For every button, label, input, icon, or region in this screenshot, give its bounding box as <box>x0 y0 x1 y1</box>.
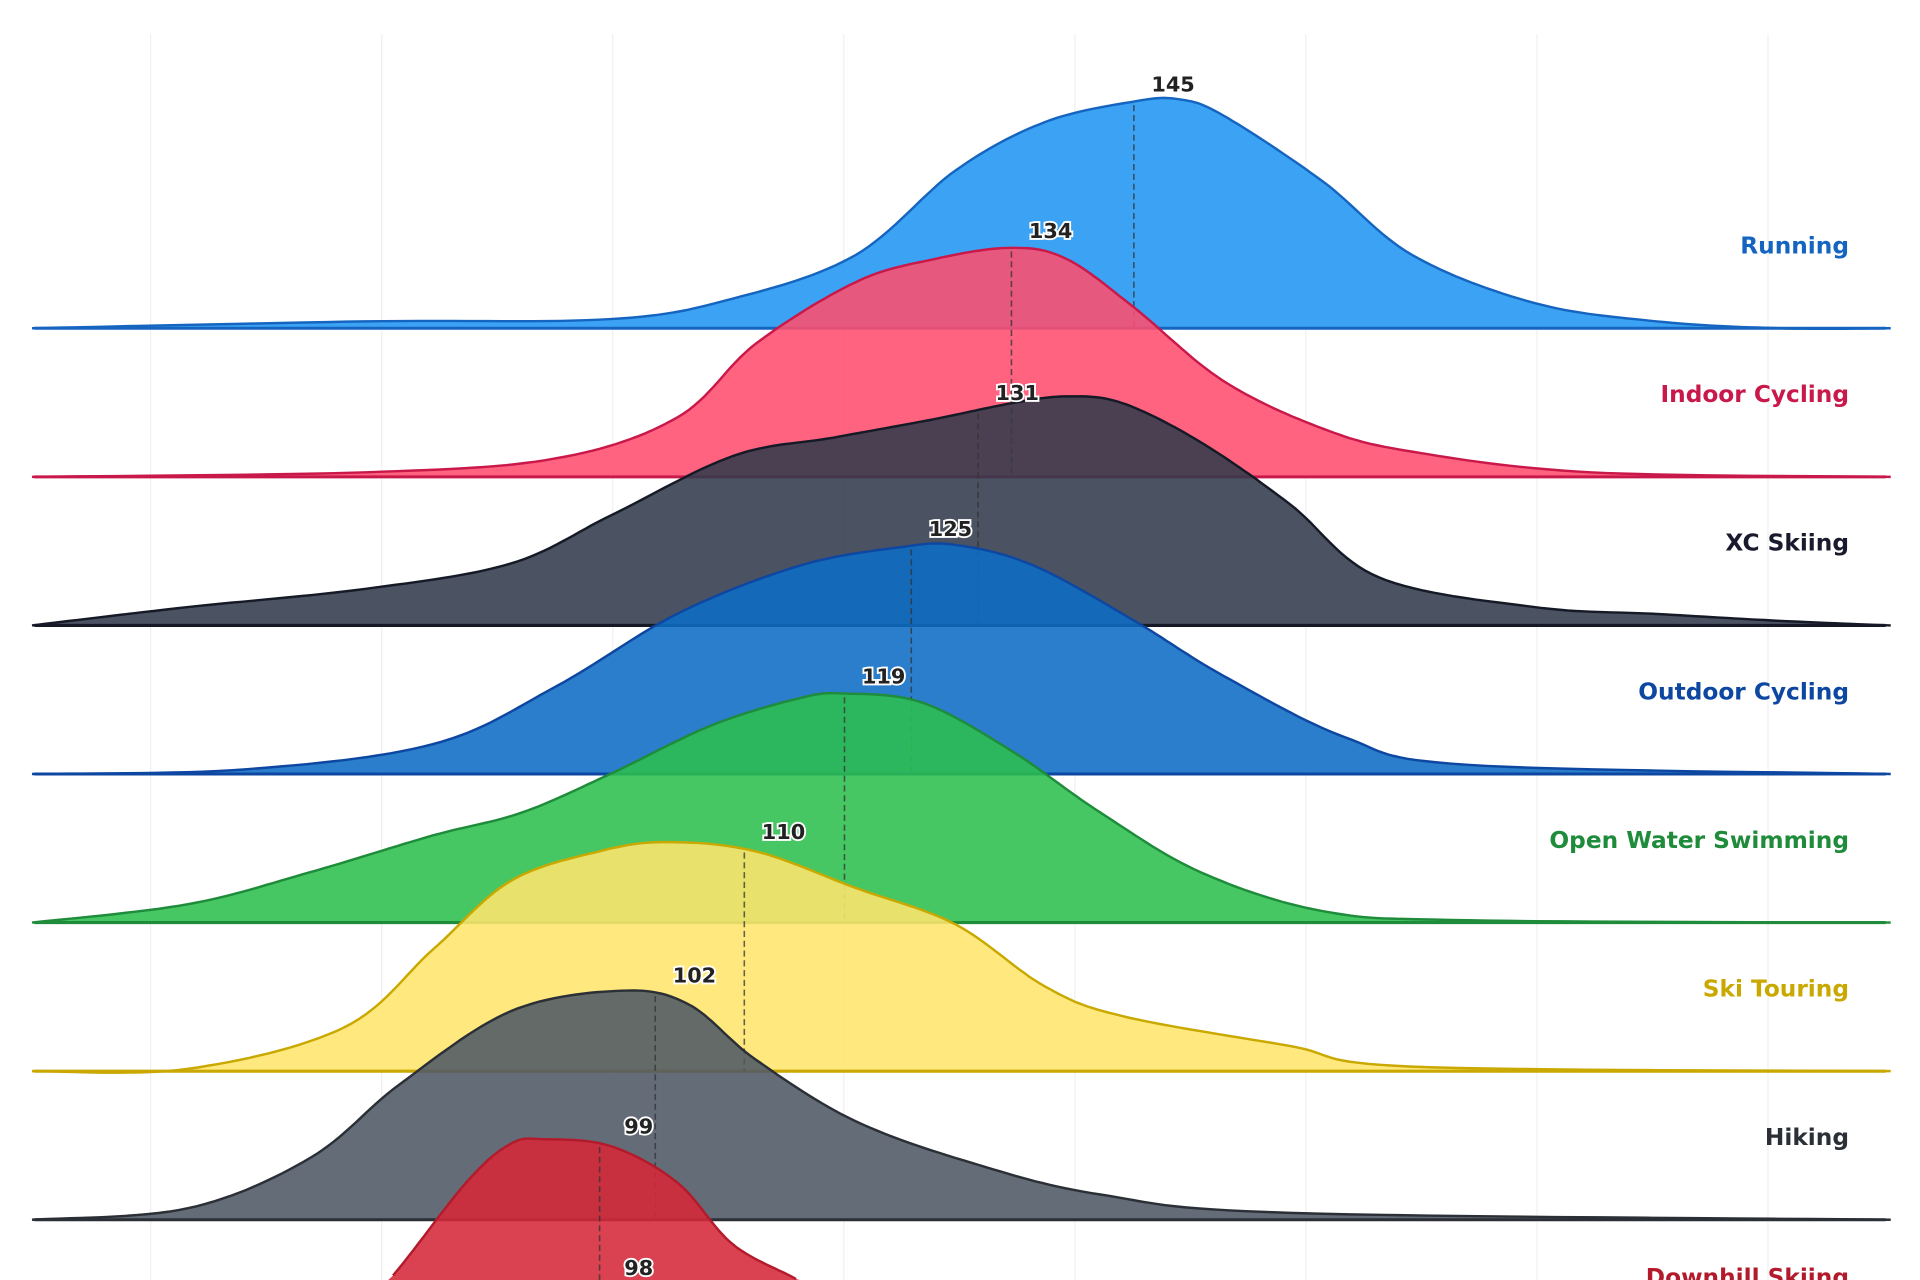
ridge-line <box>31 96 1891 330</box>
ridge-line <box>31 840 1891 1074</box>
peak-value-label: 98 <box>624 1256 653 1280</box>
peak-value-label: 119 <box>862 665 905 689</box>
ridge-line <box>31 542 1891 776</box>
peak-value-label: 99 <box>624 1114 653 1138</box>
peak-value-label: 102 <box>673 964 716 988</box>
ridge-downhill-skiing: 99 <box>31 1113 1891 1280</box>
row-label-indoor-cycling: Indoor Cycling <box>1661 381 1849 408</box>
ridge-area <box>31 1138 1891 1280</box>
peak-value-label: 145 <box>1151 73 1194 97</box>
ridge-line <box>392 1137 797 1280</box>
ridges: 145 134 131 125 119 110 102 99 98 <box>31 71 1891 1280</box>
ridge-line <box>31 395 1891 627</box>
peak-value-label: 131 <box>996 381 1039 405</box>
ridge-ski-touring: 110 <box>31 818 1891 1074</box>
ridge-line <box>31 691 1891 924</box>
peak-value-label: 125 <box>929 517 972 541</box>
ridge-area <box>31 543 1891 775</box>
row-label-downhill-skiing: Downhill Skiing <box>1646 1264 1849 1280</box>
ridge-area <box>31 842 1891 1072</box>
peak-value-label: 134 <box>1029 219 1072 243</box>
peak-value-label: 110 <box>762 820 805 844</box>
row-labels: Running Indoor Cycling XC Skiing Outdoor Cy… <box>1549 233 1849 1280</box>
ridge-area <box>31 247 1891 477</box>
row-label-ski-touring: Ski Touring <box>1703 975 1849 1002</box>
ridge-line <box>31 246 1891 479</box>
row-label-hiking: Hiking <box>1765 1124 1849 1151</box>
ridge-series-9: 98 <box>622 1254 655 1280</box>
row-label-open-water-swimming: Open Water Swimming <box>1549 827 1849 854</box>
ridge-area <box>31 97 1891 329</box>
ridge-open-water-swimming: 119 <box>31 663 1891 925</box>
ridge-line <box>31 989 1891 1221</box>
row-label-xc-skiing: XC Skiing <box>1725 530 1849 557</box>
row-label-running: Running <box>1740 233 1849 260</box>
row-label-outdoor-cycling: Outdoor Cycling <box>1638 678 1849 705</box>
ridge-area <box>31 693 1891 923</box>
